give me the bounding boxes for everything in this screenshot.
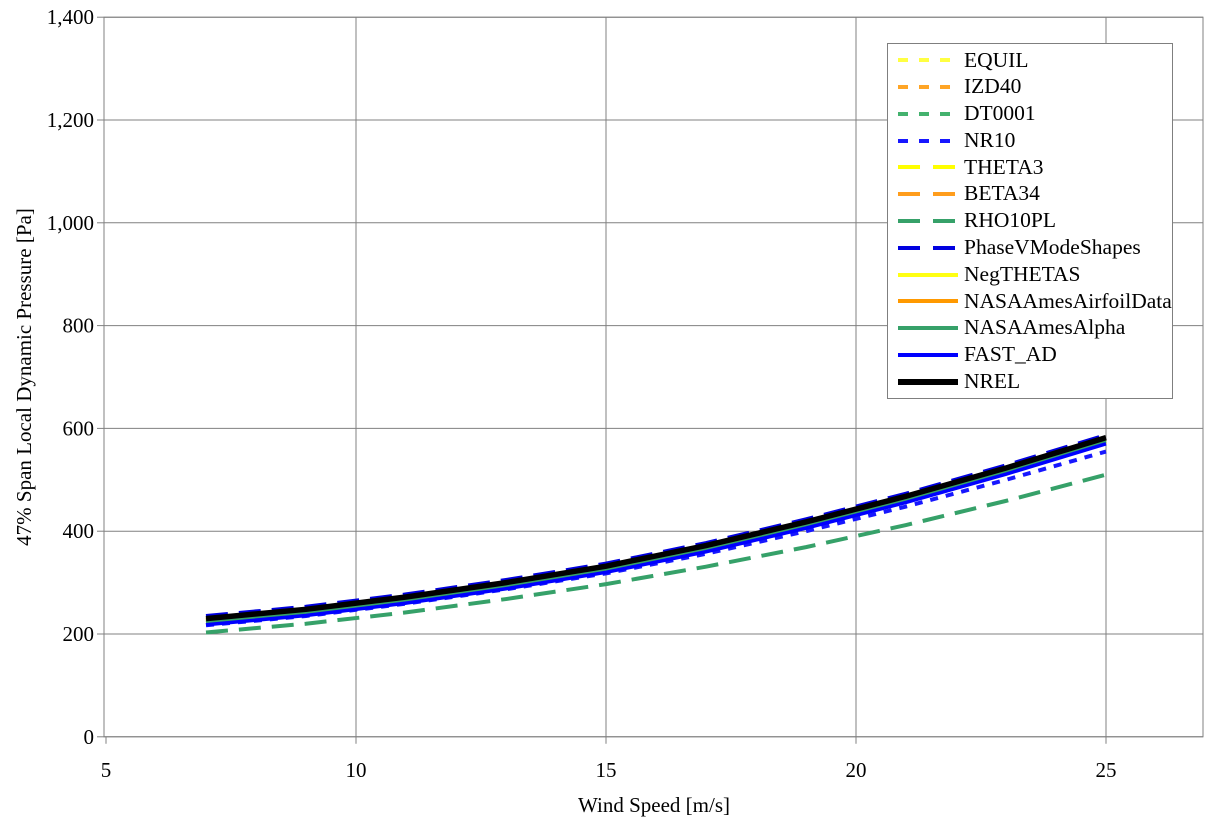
legend-label: PhaseVModeShapes xyxy=(964,234,1141,259)
series-PhaseVModeShapes xyxy=(205,433,1107,619)
legend-label: NASAAmesAirfoilData xyxy=(964,288,1172,313)
legend-swatch-EQUIL xyxy=(898,58,958,63)
y-tick-label: 1,200 xyxy=(47,108,94,132)
legend-swatch-NegTHETAS xyxy=(898,272,958,277)
legend-item-EQUIL: EQUIL xyxy=(897,47,1172,73)
series-RHO10PL xyxy=(205,472,1107,635)
x-axis-title: Wind Speed [m/s] xyxy=(578,793,730,817)
y-tick-label: 400 xyxy=(63,519,95,543)
series-FAST_AD xyxy=(205,442,1107,627)
x-tick-label: 10 xyxy=(346,758,367,782)
series-DT0001 xyxy=(205,437,1107,623)
legend-swatch-NASAAmesAirfoilData xyxy=(898,299,958,304)
legend-label: NegTHETAS xyxy=(964,261,1081,286)
x-tick-label: 15 xyxy=(596,758,617,782)
legend-swatch-RHO10PL xyxy=(898,218,958,223)
series-BETA34 xyxy=(205,437,1107,623)
legend-label: NR10 xyxy=(964,127,1016,152)
legend-swatch-NASAAmesAlpha xyxy=(898,326,958,331)
legend-item-IZD40: IZD40 xyxy=(897,74,1172,100)
legend-swatch-NR10 xyxy=(898,138,958,143)
legend-label: NREL xyxy=(964,368,1021,393)
legend-item-PhaseVModeShapes: PhaseVModeShapes xyxy=(897,235,1172,261)
legend-box: EQUIL IZD40 DT0001 NR10 THETA3 BETA34 RHO10PL P… xyxy=(887,43,1173,399)
x-tick-label: 5 xyxy=(101,758,112,782)
y-tick-label: 800 xyxy=(63,314,95,338)
legend-label: FAST_AD xyxy=(964,342,1057,367)
legend-item-BETA34: BETA34 xyxy=(897,181,1172,207)
legend-swatch-IZD40 xyxy=(898,85,958,90)
legend-swatch-PhaseVModeShapes xyxy=(898,245,958,250)
legend-label: DT0001 xyxy=(964,101,1036,126)
series-NASAAmesAirfoilData xyxy=(205,440,1107,625)
legend-label: THETA3 xyxy=(964,154,1044,179)
legend-label: NASAAmesAlpha xyxy=(964,315,1126,340)
y-tick-label: 0 xyxy=(84,725,95,749)
series-IZD40 xyxy=(205,437,1107,623)
legend-item-NASAAmesAlpha: NASAAmesAlpha xyxy=(897,315,1172,341)
legend-item-NegTHETAS: NegTHETAS xyxy=(897,262,1172,288)
legend-swatch-NREL xyxy=(898,378,958,385)
legend-swatch-THETA3 xyxy=(898,165,958,170)
legend-item-NR10: NR10 xyxy=(897,128,1172,154)
series-NASAAmesAlpha xyxy=(205,439,1107,624)
legend-swatch-DT0001 xyxy=(898,111,958,116)
x-tick-label: 25 xyxy=(1096,758,1117,782)
legend-item-NASAAmesAirfoilData: NASAAmesAirfoilData xyxy=(897,288,1172,314)
series-EQUIL xyxy=(205,436,1107,622)
legend-item-RHO10PL: RHO10PL xyxy=(897,208,1172,234)
y-tick-label: 200 xyxy=(63,622,95,646)
series-THETA3 xyxy=(205,436,1107,622)
legend-swatch-BETA34 xyxy=(898,192,958,197)
legend-label: IZD40 xyxy=(964,74,1022,99)
legend-item-DT0001: DT0001 xyxy=(897,101,1172,127)
legend-item-NREL: NREL xyxy=(897,369,1172,395)
y-tick-label: 1,000 xyxy=(47,211,94,235)
legend-item-FAST_AD: FAST_AD xyxy=(897,342,1172,368)
x-tick-label: 20 xyxy=(846,758,867,782)
legend-label: BETA34 xyxy=(964,181,1040,206)
y-tick-label: 600 xyxy=(63,416,95,440)
legend-label: RHO10PL xyxy=(964,208,1056,233)
y-axis-title: 47% Span Local Dynamic Pressure [Pa] xyxy=(12,208,36,546)
legend-swatch-FAST_AD xyxy=(898,352,958,357)
legend-label: EQUIL xyxy=(964,47,1029,72)
series-NREL xyxy=(205,435,1107,622)
y-tick-label: 1,400 xyxy=(47,5,94,29)
plot-border xyxy=(103,16,1204,738)
legend-item-THETA3: THETA3 xyxy=(897,154,1172,180)
